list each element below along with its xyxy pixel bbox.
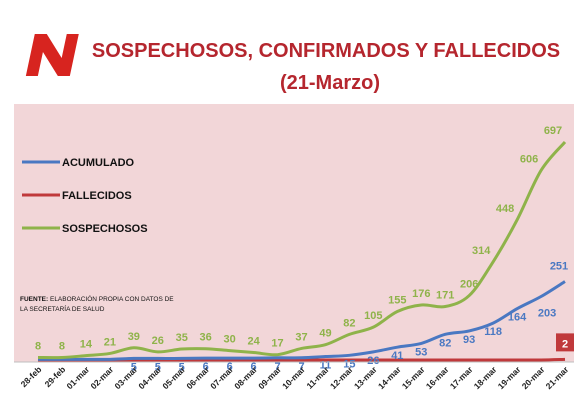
data-label-acumulado: 26: [367, 355, 379, 367]
data-label-acumulado: 5: [131, 361, 137, 373]
source-line1: ELABORACIÓN PROPIA CON DATOS DE: [50, 294, 174, 303]
data-label-sospechosos: 171: [436, 290, 454, 302]
data-label-acumulado: 6: [251, 361, 257, 373]
data-label-acumulado: 82: [439, 337, 451, 349]
chart-subtitle: (21-Marzo): [280, 72, 380, 94]
data-labels-layer: 5 5 5 6 6 6 7 7 11 15 26 41 53 82 93 118 164 203 251 2 8 8 14 2…: [35, 125, 574, 373]
chart-title: SOSPECHOSOS, CONFIRMADOS Y FALLECIDOS: [92, 40, 560, 62]
data-label-sospechosos: 24: [247, 335, 260, 347]
data-label-sospechosos: 8: [35, 340, 41, 352]
data-label-sospechosos: 606: [520, 153, 538, 165]
legend-label-acumulado: ACUMULADO: [62, 157, 135, 169]
svg-text:FUENTE: ELABORACIÓN PROPIA CON: FUENTE: ELABORACIÓN PROPIA CON DATOS DE: [20, 294, 174, 303]
data-label-sospechosos: 105: [364, 310, 382, 322]
data-label-acumulado: 6: [203, 361, 209, 373]
data-label-sospechosos: 39: [128, 331, 140, 343]
data-label-sospechosos: 37: [295, 331, 307, 343]
data-label-sospechosos: 21: [104, 336, 116, 348]
plot-background: [14, 104, 574, 362]
source-line2: LA SECRETARÍA DE SALUD: [20, 304, 105, 313]
data-label-sospechosos: 49: [319, 328, 331, 340]
source-label: FUENTE:: [20, 296, 48, 303]
data-label-sospechosos: 36: [200, 332, 212, 344]
data-label-sospechosos: 30: [224, 334, 236, 346]
data-label-sospechosos: 82: [343, 317, 355, 329]
logo: [25, 34, 79, 76]
data-label-acumulado: 53: [415, 346, 427, 358]
data-label-sospechosos: 176: [412, 288, 430, 300]
data-label-acumulado: 93: [463, 334, 475, 346]
data-label-acumulado: 41: [391, 350, 403, 362]
data-label-sospechosos: 8: [59, 340, 65, 352]
data-label-sospechosos: 206: [460, 279, 478, 291]
legend-label-fallecidos: FALLECIDOS: [62, 190, 132, 202]
legend-label-sospechosos: SOSPECHOSOS: [62, 223, 148, 235]
data-label-acumulado: 118: [484, 326, 502, 338]
data-label-sospechosos: 155: [388, 295, 406, 307]
data-label-sospechosos: 26: [152, 335, 164, 347]
source-note: FUENTE: ELABORACIÓN PROPIA CON DATOS DE …: [20, 294, 174, 313]
data-label-acumulado: 5: [155, 361, 161, 373]
data-label-acumulado: 6: [227, 361, 233, 373]
data-label-sospechosos: 697: [544, 125, 562, 137]
data-label-acumulado: 15: [343, 358, 355, 370]
series-layer: [37, 141, 567, 362]
data-label-sospechosos: 35: [176, 332, 188, 344]
data-label-acumulado: 5: [179, 361, 185, 373]
data-label-sospechosos: 448: [496, 203, 514, 215]
data-label-sospechosos: 14: [80, 339, 93, 351]
data-label-box-fallecidos: [556, 333, 574, 352]
series-line-acumulado: [38, 280, 566, 361]
series-line-sospechosos: [37, 141, 567, 360]
data-label-sospechosos: 17: [271, 338, 283, 350]
data-label-acumulado: 7: [274, 361, 280, 373]
data-label-acumulado: 7: [298, 361, 304, 373]
data-label-acumulado: 164: [508, 312, 527, 324]
data-label-sospechosos: 314: [472, 245, 491, 257]
legend: ACUMULADO FALLECIDOS SOSPECHOSOS: [22, 157, 148, 235]
data-label-acumulado: 11: [320, 360, 332, 372]
data-label-acumulado: 203: [538, 308, 556, 320]
data-label-fallecidos: 2: [562, 338, 568, 350]
data-label-acumulado: 251: [550, 260, 568, 272]
